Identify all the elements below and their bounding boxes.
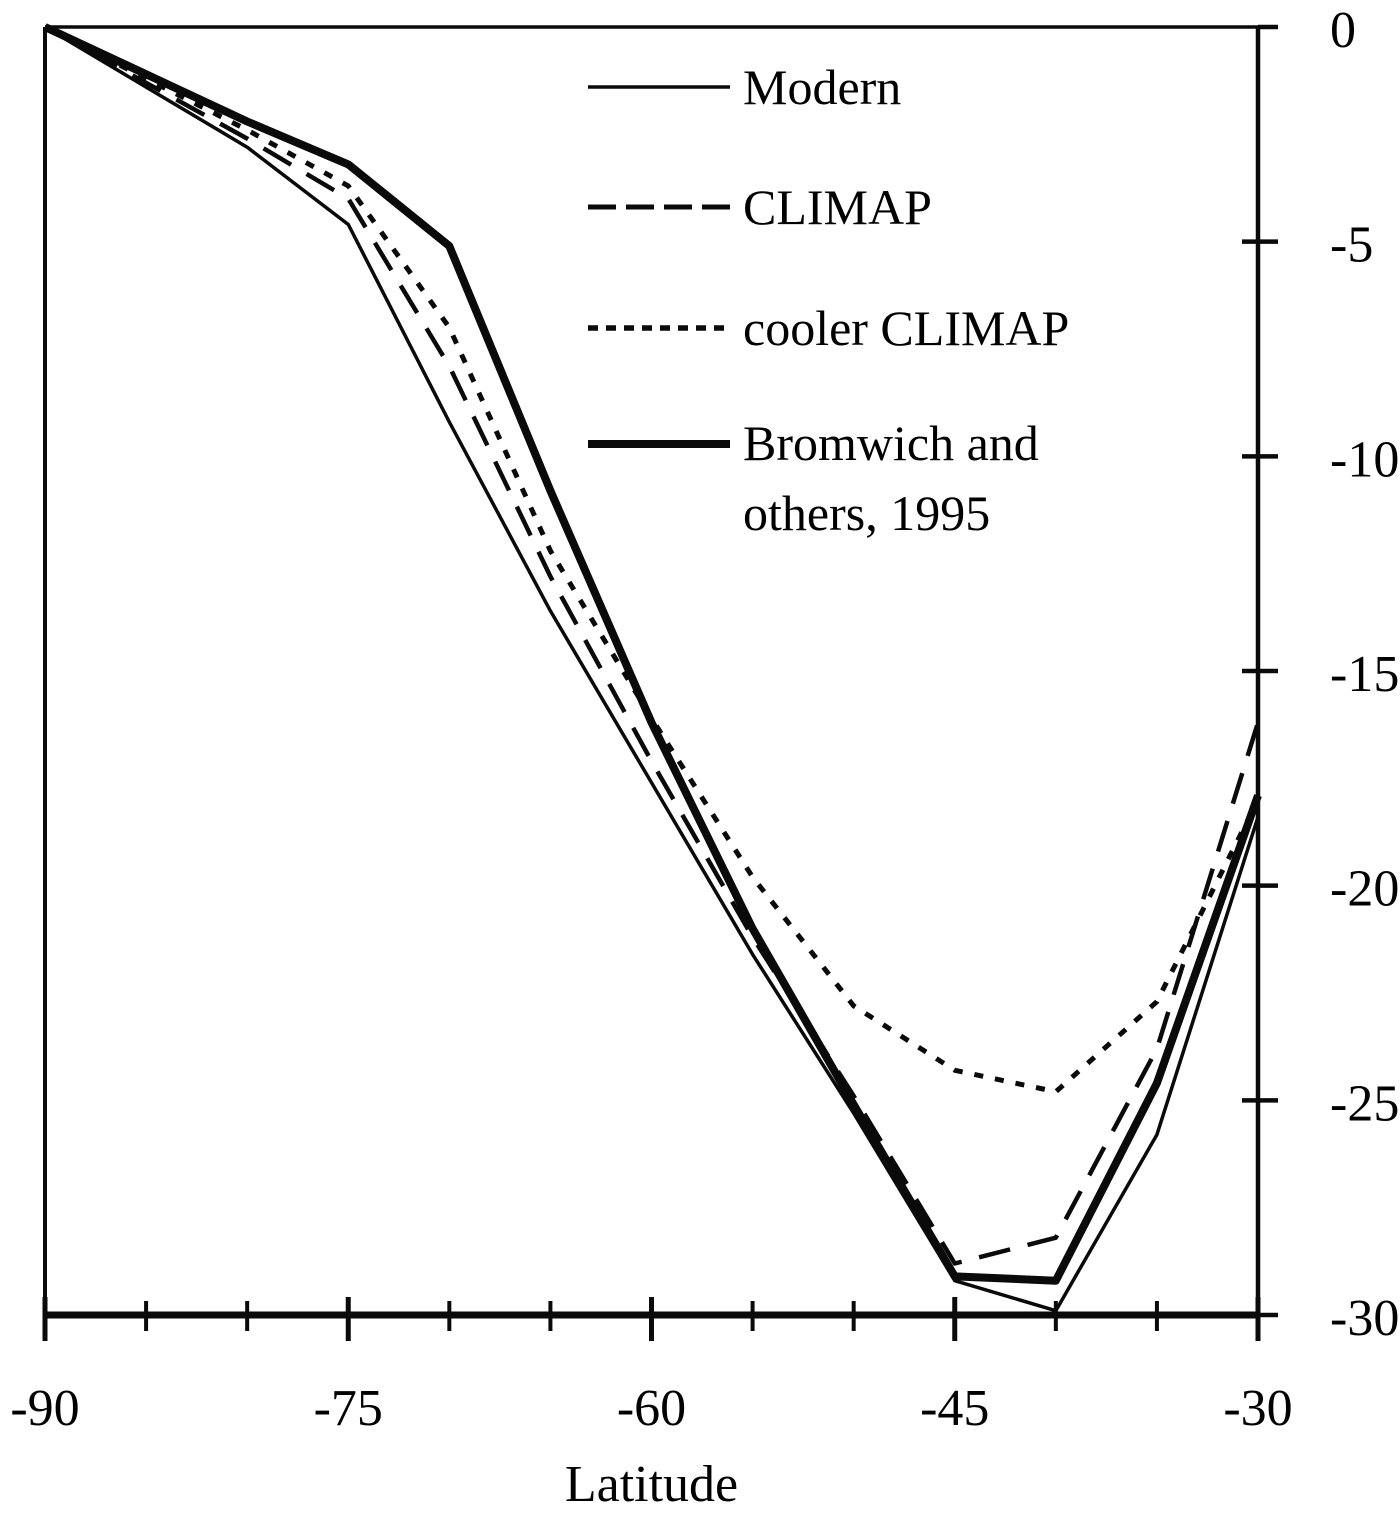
- x-tick-label: -75: [314, 1380, 383, 1437]
- series-line-cooler-climap: [43, 24, 1261, 1095]
- y-tick-label: -30: [1330, 1290, 1399, 1347]
- y-tick-label: -15: [1330, 646, 1399, 703]
- x-tick-label: -30: [1223, 1380, 1292, 1437]
- series-line-bromwich-and-others-1995: [43, 23, 1262, 1285]
- y-tick-label: 0: [1330, 2, 1356, 59]
- x-tick-label: -90: [10, 1380, 79, 1437]
- series-line-modern: [44, 25, 1260, 1313]
- y-tick-label: -5: [1330, 217, 1373, 274]
- x-tick-label: -45: [920, 1380, 989, 1437]
- y-tick-label: -25: [1330, 1075, 1399, 1132]
- y-tick-label: -10: [1330, 431, 1399, 488]
- y-tick-label: -20: [1330, 861, 1399, 918]
- x-axis-title: Latitude: [564, 1456, 739, 1513]
- x-tick-label: -60: [617, 1380, 686, 1437]
- series-line-climap: [43, 25, 1261, 1266]
